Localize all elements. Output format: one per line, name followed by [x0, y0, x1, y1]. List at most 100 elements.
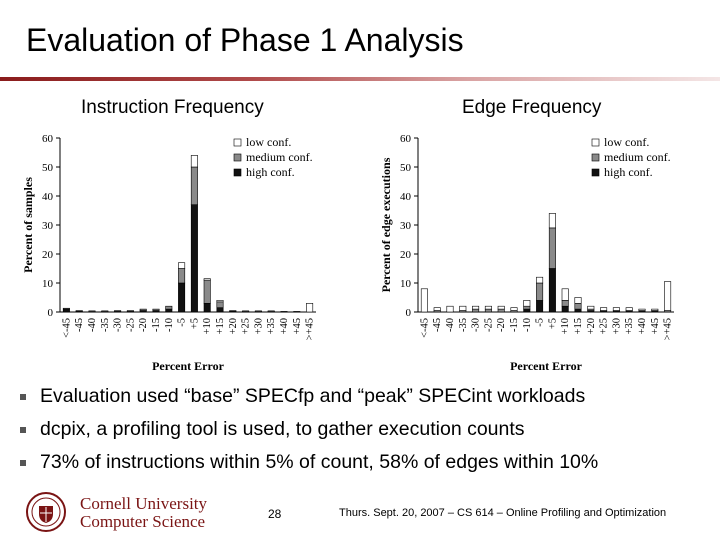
- bar-segment: [242, 310, 250, 312]
- bullet-marker: [20, 427, 26, 433]
- bar-segment: [548, 227, 556, 269]
- legend-label: medium conf.: [246, 150, 313, 164]
- y-tick-label: 0: [406, 307, 412, 319]
- bullet-text: dcpix, a profiling tool is used, to gath…: [40, 418, 525, 440]
- x-tick-label: -45: [432, 318, 443, 332]
- bar-segment: [165, 308, 173, 313]
- x-axis-label: Percent Error: [152, 359, 225, 373]
- x-tick-label: >+45: [663, 318, 674, 340]
- bar-segment: [536, 276, 544, 284]
- x-tick-label: <-45: [419, 318, 430, 338]
- x-tick-label: -45: [74, 318, 85, 332]
- bar-segment: [203, 279, 211, 304]
- bar-segment: [203, 303, 211, 313]
- bar-segment: [574, 308, 582, 313]
- bar-segment: [651, 308, 659, 311]
- x-tick-label: +15: [215, 318, 226, 334]
- bar-segment: [62, 308, 70, 313]
- legend-label: low conf.: [246, 135, 291, 149]
- bar-segment: [484, 308, 492, 313]
- y-tick-label: 30: [42, 220, 54, 232]
- bar-segment: [523, 308, 531, 313]
- x-tick-label: -5: [177, 318, 188, 327]
- legend-label: high conf.: [246, 165, 295, 179]
- bar-segment: [561, 288, 569, 301]
- bar-segment: [484, 305, 492, 310]
- bar-segment: [216, 300, 224, 303]
- bar-segment: [548, 268, 556, 313]
- bar-segment: [306, 303, 314, 313]
- bar-segment: [75, 310, 83, 312]
- legend-label: high conf.: [604, 165, 653, 179]
- x-tick-label: +45: [292, 318, 303, 334]
- x-tick-label: +20: [586, 318, 597, 334]
- title-divider: [0, 77, 720, 81]
- x-tick-label: -5: [535, 318, 546, 327]
- chart-left-heading: Instruction Frequency: [81, 97, 264, 118]
- bar-segment: [178, 268, 186, 284]
- bar-segment: [139, 308, 147, 311]
- bar-segment: [587, 305, 595, 310]
- y-axis-label: Percent of samples: [21, 177, 35, 273]
- x-tick-label: -10: [164, 318, 175, 332]
- y-tick-label: 40: [42, 191, 54, 203]
- x-tick-label: -40: [445, 318, 456, 332]
- x-tick-label: -25: [125, 318, 136, 332]
- bar-segment: [203, 278, 211, 281]
- y-tick-label: 30: [400, 220, 412, 232]
- bar-segment: [497, 308, 505, 313]
- slide-title: Evaluation of Phase 1 Analysis: [26, 22, 464, 58]
- y-axis-label: Percent of edge executions: [379, 157, 393, 292]
- bar-segment: [420, 288, 428, 313]
- y-tick-label: 50: [400, 162, 412, 174]
- bar-segment: [216, 307, 224, 313]
- x-axis-label: Percent Error: [510, 359, 583, 373]
- bar-segment: [574, 303, 582, 310]
- bar-segment: [293, 311, 301, 313]
- bar-segment: [190, 204, 198, 313]
- x-tick-label: +10: [202, 318, 213, 334]
- x-tick-label: -25: [483, 318, 494, 332]
- bar-segment: [472, 305, 480, 310]
- bar-segment: [548, 213, 556, 229]
- bar-segment: [62, 307, 70, 310]
- bullet-text: Evaluation used “base” SPECfp and “peak”…: [40, 385, 586, 407]
- bar-segment: [625, 307, 633, 311]
- bar-segment: [280, 311, 288, 313]
- bar-segment: [178, 262, 186, 269]
- bar-segment: [472, 308, 480, 313]
- legend-label: medium conf.: [604, 150, 671, 164]
- x-tick-label: >+45: [305, 318, 316, 340]
- legend-swatch: [591, 153, 600, 162]
- y-tick-label: 10: [42, 278, 54, 290]
- x-tick-label: +25: [599, 318, 610, 334]
- y-tick-label: 50: [42, 162, 54, 174]
- x-tick-label: -20: [496, 318, 507, 332]
- x-tick-label: -15: [151, 318, 162, 332]
- bar-segment: [88, 310, 96, 312]
- bar-segment: [126, 310, 134, 312]
- x-tick-label: +40: [279, 318, 290, 334]
- bar-segment: [254, 310, 262, 312]
- footer-text: Thurs. Sept. 20, 2007 – CS 614 – Online …: [339, 507, 667, 519]
- legend-swatch: [591, 168, 600, 177]
- bar-segment: [446, 305, 454, 313]
- bar-segment: [190, 155, 198, 168]
- bar-segment: [561, 300, 569, 307]
- x-tick-label: -35: [100, 318, 111, 332]
- x-tick-label: -10: [522, 318, 533, 332]
- x-tick-label: +30: [611, 318, 622, 334]
- chart-right-heading: Edge Frequency: [462, 97, 602, 118]
- bar-segment: [523, 305, 531, 310]
- x-tick-label: +25: [241, 318, 252, 334]
- bar-segment: [600, 307, 608, 311]
- instruction-frequency-chart: 0 10 20 30 40 50 60 <-45 -45 -40 -35 -30 -25 -20 -15 -1…: [21, 133, 316, 373]
- x-tick-label: +40: [637, 318, 648, 334]
- x-tick-label: -30: [113, 318, 124, 332]
- x-tick-label: +5: [547, 318, 558, 329]
- bar-segment: [612, 307, 620, 311]
- bar-segment: [190, 166, 198, 206]
- bar-segment: [114, 310, 122, 312]
- legend-swatch: [591, 138, 600, 147]
- bar-segment: [574, 297, 582, 304]
